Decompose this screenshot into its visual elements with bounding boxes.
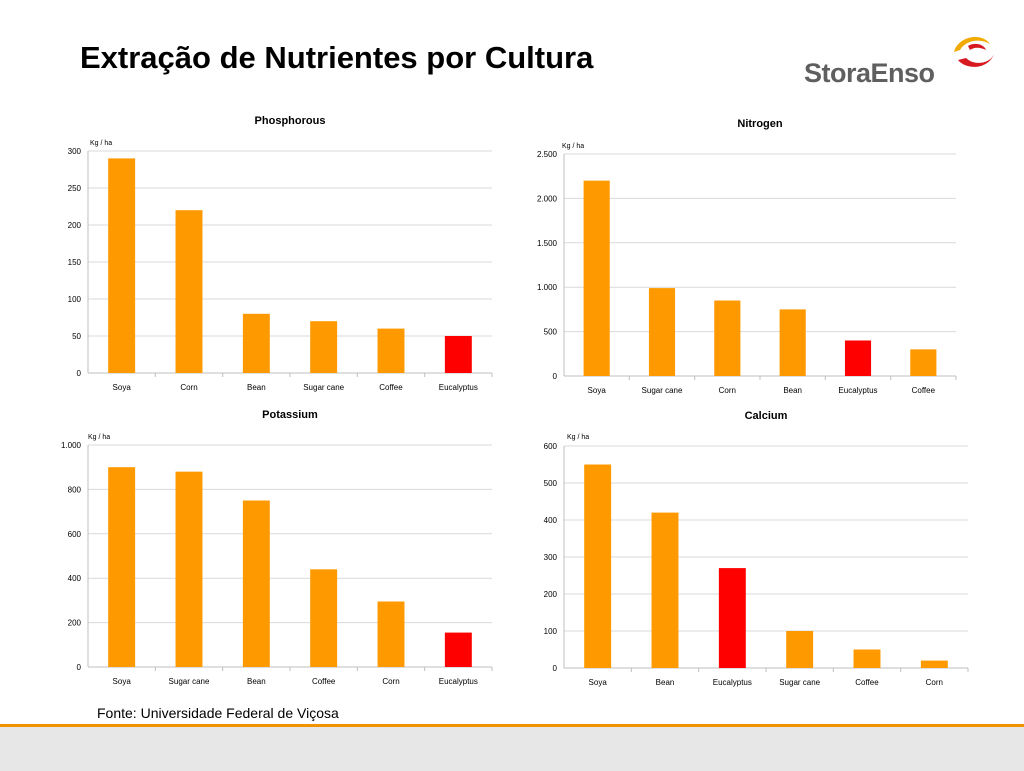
potassium-ytick-label: 0 (77, 663, 82, 672)
calcium-xtick-label: Sugar cane (779, 678, 820, 687)
nitrogen-xtick-label: Soya (588, 386, 607, 395)
nitrogen-ytick-label: 2.000 (537, 194, 558, 203)
phosphorous-bar-sugar-cane (310, 321, 338, 373)
calcium-ytick-label: 0 (553, 664, 558, 673)
calcium-bar-sugar-cane (786, 631, 814, 668)
nitrogen-bar-coffee (910, 349, 937, 376)
nitrogen-xtick-label: Coffee (912, 386, 936, 395)
phosphorous-ytick-label: 300 (68, 147, 82, 156)
potassium-xtick-label: Sugar cane (169, 677, 210, 686)
nitrogen-bar-corn (714, 300, 741, 376)
storaenso-logo-icon (954, 37, 994, 67)
potassium-ytick-label: 200 (68, 619, 82, 628)
potassium-xtick-label: Eucalyptus (439, 677, 478, 686)
calcium-bar-corn (920, 660, 948, 668)
calcium-ytick-label: 500 (544, 479, 558, 488)
potassium-bar-soya (108, 467, 136, 667)
nitrogen-ytick-label: 500 (544, 328, 558, 337)
potassium-bar-bean (242, 500, 270, 667)
calcium-bar-coffee (853, 649, 881, 668)
calcium-xtick-label: Soya (589, 678, 608, 687)
logo-wordmark: StoraEnso (804, 58, 935, 88)
phosphorous-bar-soya (108, 158, 136, 373)
phosphorous-xtick-label: Sugar cane (303, 383, 344, 392)
chart-phosphorous: Phosphorous Kg / ha 0 50 100 150 200 250 300 Soya… (48, 106, 508, 398)
nitrogen-bar-eucalyptus (844, 340, 872, 376)
calcium-xtick-label: Eucalyptus (713, 678, 752, 687)
potassium-bar-sugar-cane (175, 471, 203, 667)
slide-title: Extração de Nutrientes por Cultura (80, 40, 594, 75)
nitrogen-ytick-label: 2.500 (537, 150, 558, 159)
phosphorous-bar-coffee (377, 328, 405, 373)
nitrogen-xtick-label: Eucalyptus (838, 386, 877, 395)
chart-nitrogen-svg: Nitrogen Kg / ha 0 500 1.000 1.500 2.000 2.500 S… (537, 118, 957, 395)
potassium-ytick-label: 600 (68, 530, 82, 539)
potassium-bar-eucalyptus (444, 632, 472, 667)
potassium-unit-label: Kg / ha (88, 434, 110, 441)
chart-potassium-svg: Potassium Kg / ha 0 200 400 600 800 1.000 Soya Su… (61, 409, 493, 686)
nitrogen-ytick-label: 0 (553, 372, 558, 381)
potassium-ytick-label: 800 (68, 485, 82, 494)
phosphorous-bar-corn (175, 210, 203, 373)
chart-calcium-svg: Calcium Kg / ha 0 100 200 300 400 500 600 Soya Bea… (544, 410, 969, 687)
source-footnote: Fonte: Universidade Federal de Viçosa (97, 705, 339, 721)
nitrogen-ytick-label: 1.500 (537, 239, 558, 248)
potassium-bar-corn (377, 601, 405, 667)
nitrogen-unit-label: Kg / ha (562, 143, 584, 150)
phosphorous-xtick-label: Soya (113, 383, 132, 392)
phosphorous-bar-eucalyptus (444, 336, 472, 373)
nitrogen-xtick-label: Corn (719, 386, 736, 395)
chart-calcium: Calcium Kg / ha 0 100 200 300 400 500 600 Soya Bea… (528, 401, 984, 693)
phosphorous-bar-bean (242, 313, 270, 373)
calcium-ytick-label: 600 (544, 442, 558, 451)
calcium-ytick-label: 400 (544, 516, 558, 525)
phosphorous-ytick-label: 250 (68, 184, 82, 193)
phosphorous-xtick-label: Bean (247, 383, 266, 392)
phosphorous-ytick-label: 200 (68, 221, 82, 230)
calcium-chart-title: Calcium (745, 410, 788, 422)
nitrogen-bar-bean (779, 309, 806, 376)
calcium-ytick-label: 200 (544, 590, 558, 599)
potassium-xtick-label: Soya (113, 677, 132, 686)
potassium-chart-title: Potassium (262, 409, 318, 421)
phosphorous-xtick-label: Coffee (379, 383, 403, 392)
nitrogen-xtick-label: Sugar cane (642, 386, 683, 395)
chart-nitrogen: Nitrogen Kg / ha 0 500 1.000 1.500 2.000 2.500 S… (524, 109, 974, 401)
phosphorous-ytick-label: 150 (68, 258, 82, 267)
calcium-xtick-label: Coffee (855, 678, 879, 687)
potassium-xtick-label: Corn (382, 677, 399, 686)
potassium-xtick-label: Bean (247, 677, 266, 686)
phosphorous-ytick-label: 50 (72, 332, 81, 341)
chart-potassium: Potassium Kg / ha 0 200 400 600 800 1.000 Soya Su… (48, 400, 508, 692)
phosphorous-ytick-label: 100 (68, 295, 82, 304)
calcium-unit-label: Kg / ha (567, 434, 589, 441)
storaenso-logo: StoraEnso (804, 30, 996, 92)
calcium-xtick-label: Bean (656, 678, 675, 687)
nitrogen-bar-soya (583, 180, 610, 376)
calcium-bar-bean (651, 512, 679, 668)
phosphorous-xtick-label: Eucalyptus (439, 383, 478, 392)
nitrogen-chart-title: Nitrogen (737, 118, 783, 130)
calcium-ytick-label: 300 (544, 553, 558, 562)
phosphorous-chart-title: Phosphorous (255, 115, 326, 127)
chart-phosphorous-svg: Phosphorous Kg / ha 0 50 100 150 200 250 300 Soya… (68, 115, 493, 392)
potassium-ytick-label: 400 (68, 574, 82, 583)
phosphorous-xtick-label: Corn (180, 383, 197, 392)
nitrogen-bar-sugar-cane (648, 288, 676, 376)
calcium-bar-soya (584, 464, 612, 668)
phosphorous-ytick-label: 0 (77, 369, 82, 378)
calcium-ytick-label: 100 (544, 627, 558, 636)
potassium-xtick-label: Coffee (312, 677, 336, 686)
calcium-xtick-label: Corn (926, 678, 943, 687)
nitrogen-xtick-label: Bean (783, 386, 802, 395)
nitrogen-ytick-label: 1.000 (537, 283, 558, 292)
calcium-bar-eucalyptus (718, 568, 746, 668)
footer-band (0, 724, 1024, 771)
phosphorous-unit-label: Kg / ha (90, 140, 112, 147)
potassium-ytick-label: 1.000 (61, 441, 82, 450)
potassium-bar-coffee (310, 569, 338, 667)
